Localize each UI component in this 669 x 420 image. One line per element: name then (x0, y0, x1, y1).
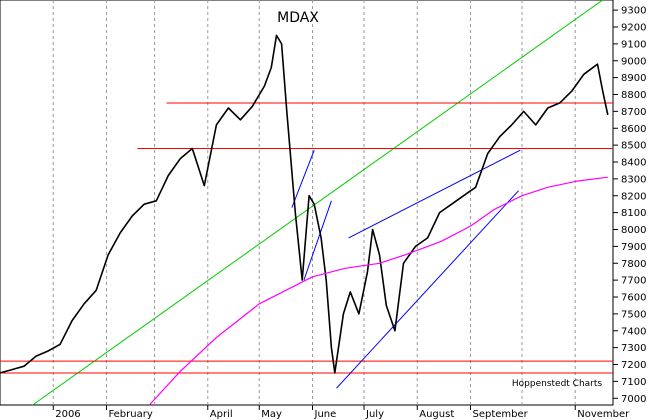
x-tick-label-4: June (314, 409, 337, 420)
y-tick-label-13: 8300 (621, 174, 646, 185)
y-tick-label-11: 8100 (621, 208, 646, 219)
series-line-0 (0, 34, 609, 374)
y-tick-label-10: 8000 (621, 225, 646, 236)
y-tick-label-12: 8200 (621, 191, 646, 202)
y-tick-label-19: 8900 (621, 73, 646, 84)
y-tick-label-7: 7700 (621, 276, 646, 287)
y-tick-label-0: 7000 (621, 394, 646, 405)
y-tick-label-17: 8700 (621, 107, 646, 118)
x-tick-label-1: February (108, 409, 152, 420)
y-tick-label-14: 8400 (621, 158, 646, 169)
y-tick-label-20: 9000 (621, 56, 646, 67)
y-tick-label-22: 9200 (621, 23, 646, 34)
overlay-lines (0, 0, 613, 406)
chart-credit: Hoppenstedt Charts (512, 379, 603, 389)
y-tick-label-16: 8600 (621, 124, 646, 135)
y-tick-label-3: 7300 (621, 343, 646, 354)
y-tick-label-4: 7400 (621, 326, 646, 337)
plot-area (0, 0, 614, 406)
y-tick-label-15: 8500 (621, 141, 646, 152)
x-axis: 2006 February April May June July August Septem… (52, 405, 630, 420)
series-line-1 (148, 176, 608, 406)
y-tick-label-9: 7900 (621, 242, 646, 253)
x-tick-label-7: September (472, 409, 528, 420)
trend-line-8 (336, 190, 519, 389)
x-tick-label-6: August (419, 409, 454, 420)
trend-line-7 (348, 149, 521, 239)
y-axis: 7000 7100 7200 7300 7400 7500 7600 7700 7800 7900… (613, 6, 646, 405)
trend-line-5 (291, 150, 315, 208)
y-tick-label-18: 8800 (621, 90, 646, 101)
y-tick-label-1: 7100 (621, 377, 646, 388)
y-tick-label-6: 7600 (621, 293, 646, 304)
y-tick-label-21: 9100 (621, 39, 646, 50)
trend-line-0 (32, 0, 603, 406)
chart-title: MDAX (277, 10, 319, 26)
x-tick-label-0: 2006 (55, 409, 80, 420)
x-tick-label-8: November (577, 409, 630, 420)
y-tick-label-2: 7200 (621, 360, 646, 371)
y-tick-label-23: 9300 (621, 6, 646, 17)
x-tick-label-2: April (210, 409, 233, 420)
trend-line-6 (303, 200, 332, 281)
x-tick-label-3: May (261, 409, 282, 420)
grid-lines (52, 0, 576, 405)
plot-frame (0, 0, 614, 406)
x-tick-label-5: July (365, 409, 384, 420)
y-tick-label-5: 7500 (621, 309, 646, 320)
y-tick-label-8: 7800 (621, 259, 646, 270)
series-group (0, 34, 609, 406)
